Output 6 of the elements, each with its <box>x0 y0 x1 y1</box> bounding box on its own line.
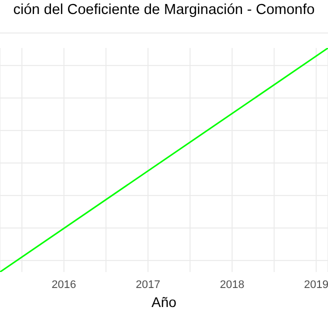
x-tick-label: 2016 <box>52 278 76 291</box>
x-tick-label: 2019 <box>304 278 328 291</box>
x-tick-label: 2017 <box>136 278 160 291</box>
x-axis-title: Año <box>152 294 177 310</box>
chart-title: ción del Coeficiente de Marginación - Comonfo <box>12 2 316 18</box>
x-tick-label: 2018 <box>220 278 244 291</box>
